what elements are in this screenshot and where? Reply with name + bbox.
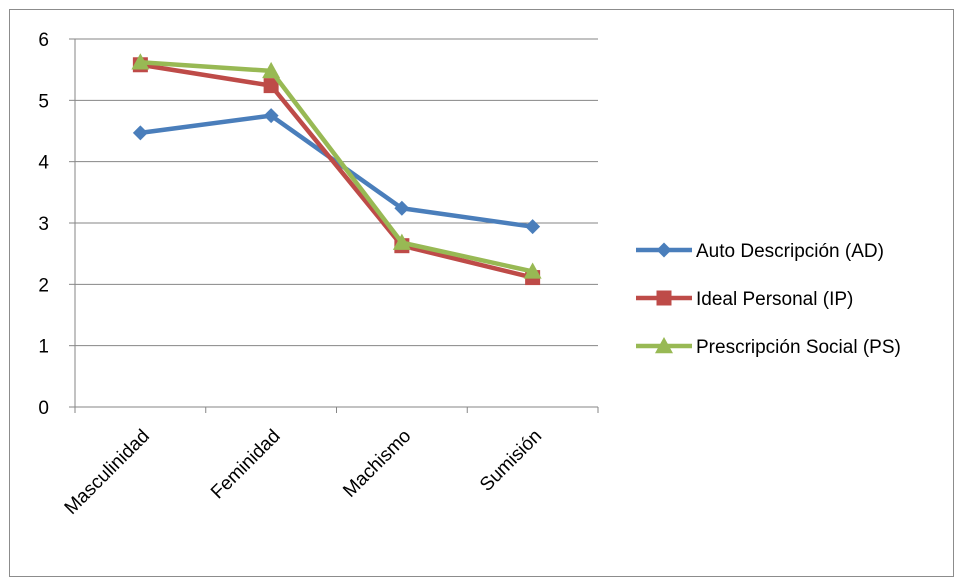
series-line	[138, 62, 535, 280]
legend: Auto Descripción (AD) Ideal Personal (IP)…	[636, 241, 901, 358]
axes	[69, 38, 599, 413]
data-point	[525, 219, 541, 235]
y-tick-labels: 0 1 2 3 4 5 6	[38, 30, 49, 419]
y-tick-label: 3	[38, 214, 49, 235]
legend-entry: Auto Descripción (AD)	[636, 241, 884, 262]
legend-label: Ideal Personal (IP)	[696, 289, 853, 310]
series-lines	[131, 53, 542, 286]
gridlines	[75, 38, 598, 347]
y-tick-label: 6	[38, 30, 49, 51]
legend-marker	[655, 337, 673, 354]
data-point	[523, 262, 542, 279]
data-point	[131, 53, 150, 70]
chart-frame	[9, 9, 954, 577]
data-point	[132, 125, 148, 141]
y-tick-label: 2	[38, 275, 49, 296]
legend-marker	[656, 242, 672, 258]
series-1	[132, 57, 541, 286]
data-point	[394, 200, 410, 216]
legend-label: Auto Descripción (AD)	[696, 241, 884, 262]
series-0	[132, 108, 541, 235]
data-point	[263, 108, 279, 124]
x-tick-label: Machismo	[339, 426, 415, 502]
x-tick-labels: Masculinidad Feminidad Machismo Sumisión	[61, 426, 547, 519]
y-tick-label: 4	[38, 153, 49, 174]
series-line	[138, 60, 535, 274]
data-point	[262, 61, 281, 79]
data-point	[263, 78, 279, 94]
legend-entry: Ideal Personal (IP)	[636, 289, 853, 310]
y-tick-label: 1	[38, 337, 49, 358]
x-tick-label: Feminidad	[207, 426, 285, 504]
series-2	[131, 53, 542, 279]
legend-marker	[656, 290, 672, 306]
x-tick-label: Sumisión	[476, 426, 546, 496]
y-tick-label: 5	[38, 91, 49, 112]
legend-label: Prescripción Social (PS)	[696, 337, 901, 358]
data-point	[392, 233, 411, 250]
y-tick-label: 0	[38, 398, 49, 419]
series-line	[138, 113, 535, 229]
x-tick-label: Masculinidad	[61, 426, 154, 519]
legend-entry: Prescripción Social (PS)	[636, 337, 901, 358]
